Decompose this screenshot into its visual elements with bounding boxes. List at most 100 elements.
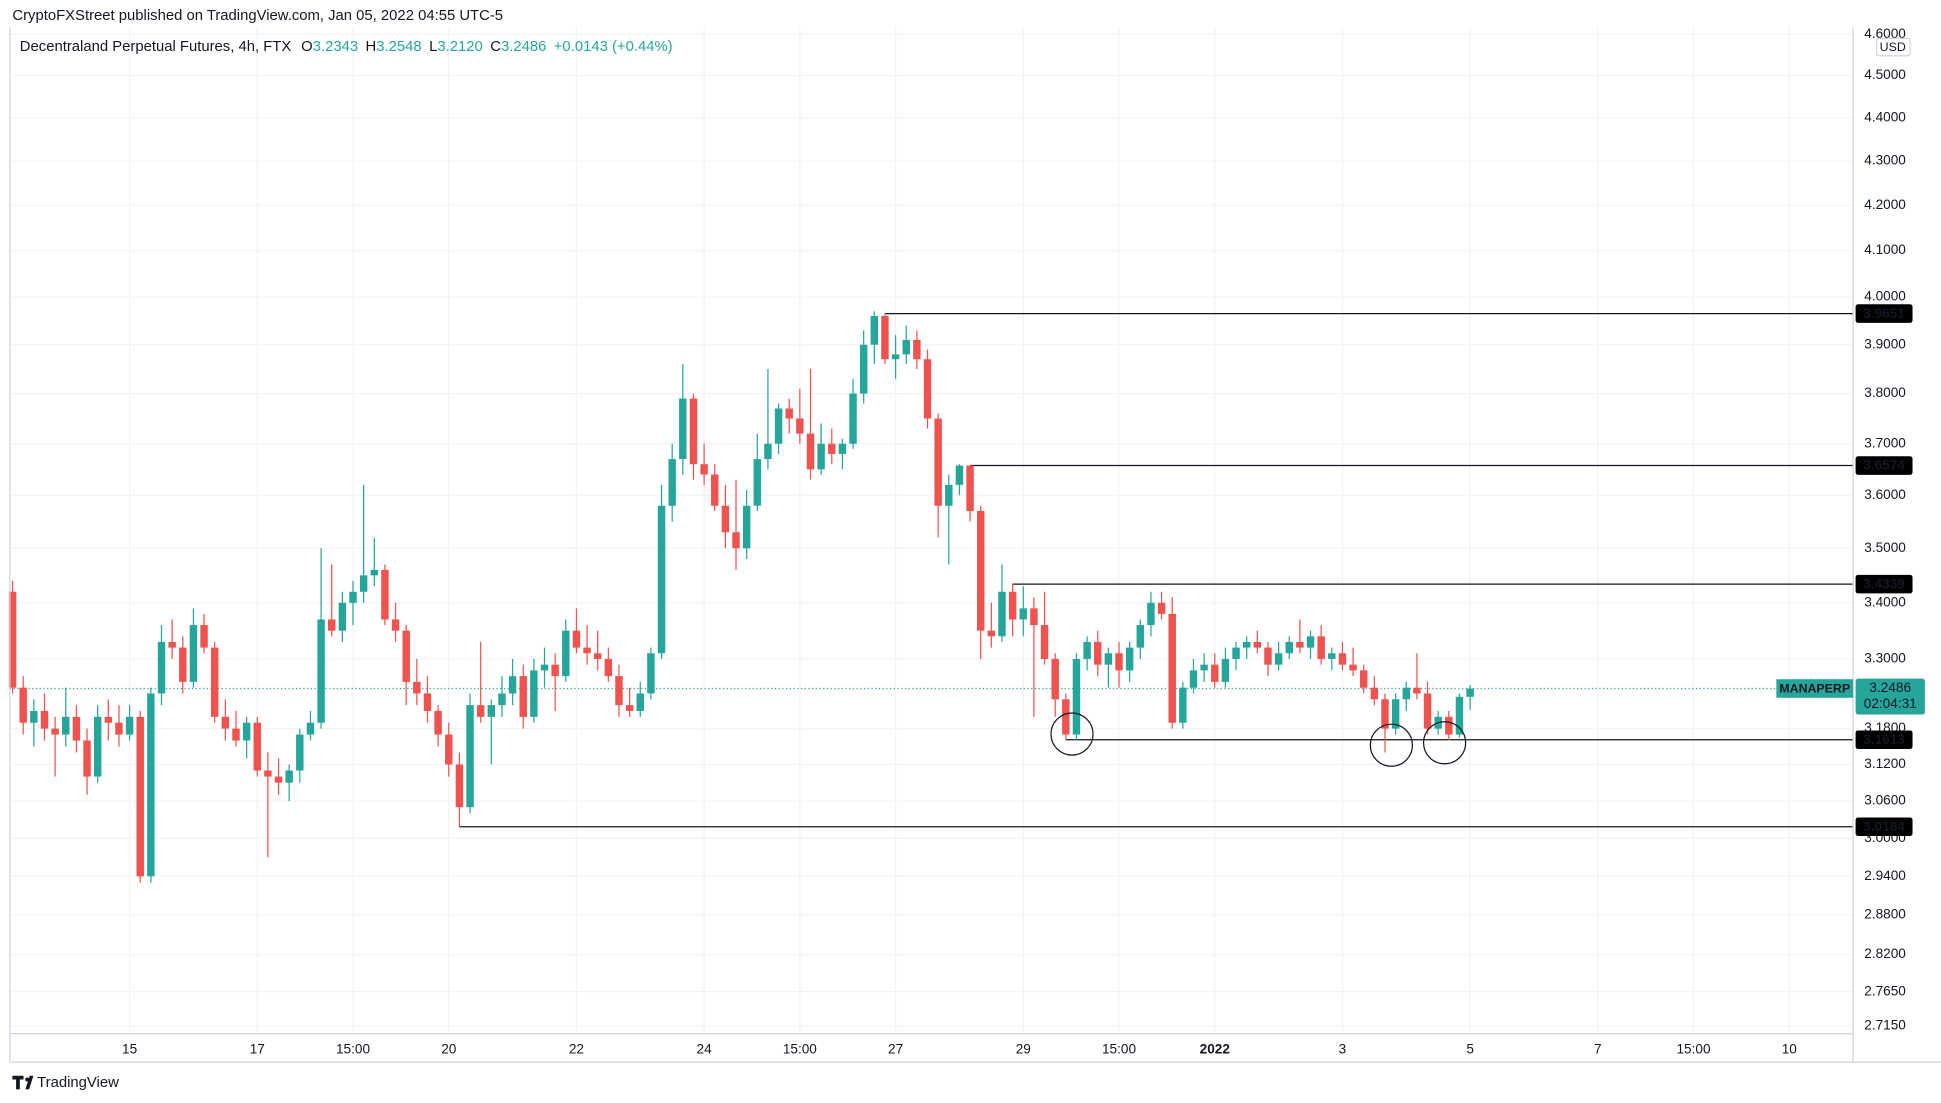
brand-icon xyxy=(25,1075,34,1090)
candle-body xyxy=(455,764,464,808)
candle-body xyxy=(540,664,549,671)
candle-body xyxy=(338,602,347,631)
candle-body xyxy=(1232,647,1240,659)
x-tick-label: 15:00 xyxy=(783,1041,817,1056)
candle-body xyxy=(519,676,527,717)
y-tick-label: 3.7000 xyxy=(1864,435,1906,450)
candle-body xyxy=(93,716,102,777)
candle-body xyxy=(806,433,815,470)
candle-body xyxy=(838,443,847,454)
candle-body xyxy=(689,398,698,465)
legend-value: 3.2343 xyxy=(313,39,358,55)
candle-body xyxy=(817,443,825,470)
legend-value: 3.2120 xyxy=(437,39,482,55)
axes: 2.71502.76502.82002.88002.94003.00003.06… xyxy=(122,26,1906,1057)
candle-body xyxy=(1200,664,1208,671)
legend-value: 3.2548 xyxy=(376,39,421,55)
circle-annotation xyxy=(1369,723,1414,767)
circle-annotation xyxy=(1422,721,1467,765)
candle-body xyxy=(8,591,17,688)
candle-body xyxy=(445,734,453,765)
candle-body xyxy=(40,710,49,729)
x-tick-label: 3 xyxy=(1339,1041,1347,1056)
legend-key: L xyxy=(429,39,437,55)
candle-body xyxy=(1445,716,1453,735)
candle-body xyxy=(945,484,953,506)
candle-body xyxy=(1008,591,1017,620)
candle-body xyxy=(328,619,336,631)
candle-body xyxy=(976,511,985,631)
candle-body xyxy=(966,465,974,512)
legend-change: +0.0143 (+0.44%) xyxy=(554,39,673,55)
x-tick-label: 7 xyxy=(1594,1041,1602,1056)
y-tick-label: 3.4000 xyxy=(1864,594,1906,609)
candle-body xyxy=(902,339,910,355)
y-tick-label: 3.3000 xyxy=(1864,651,1906,666)
y-tick-label: 3.0600 xyxy=(1864,793,1906,808)
candle-body xyxy=(1157,602,1166,614)
candle-body xyxy=(551,664,559,677)
candle-body xyxy=(1030,608,1038,626)
level-label-box xyxy=(1855,456,1913,475)
y-tick-label: 4.5000 xyxy=(1864,67,1906,82)
candle-body xyxy=(1221,658,1230,682)
candle-body xyxy=(657,505,666,654)
levels xyxy=(9,312,1854,828)
candle-body xyxy=(721,505,730,533)
level-label: 3.6574 xyxy=(1863,458,1905,473)
candle-body xyxy=(1349,664,1357,671)
candle-body xyxy=(1051,658,1059,700)
candle-body xyxy=(923,359,932,419)
candle-body xyxy=(125,716,134,735)
y-tick-label: 2.9400 xyxy=(1864,868,1906,883)
candle-body xyxy=(434,710,442,735)
price-box xyxy=(1855,678,1925,715)
candle-body xyxy=(1072,658,1081,735)
y-tick-label: 3.1200 xyxy=(1864,756,1906,771)
currency-box xyxy=(1876,37,1911,57)
candle-body xyxy=(242,722,251,741)
candle-body xyxy=(232,728,240,741)
annotation-circles xyxy=(1050,712,1467,767)
candle-body xyxy=(1083,641,1091,659)
level-label-box xyxy=(1855,730,1913,750)
candle-body xyxy=(742,505,751,549)
candle-body xyxy=(572,630,581,648)
candle-body xyxy=(1125,647,1134,671)
candle-body xyxy=(136,716,144,877)
candle-body xyxy=(423,693,432,711)
x-tick-label: 29 xyxy=(1016,1041,1031,1056)
candle-body xyxy=(1062,699,1070,735)
candle-body xyxy=(62,716,70,735)
candle-body xyxy=(668,459,676,506)
candle-body xyxy=(1359,670,1368,688)
x-tick-label: 27 xyxy=(888,1041,903,1056)
candle-body xyxy=(370,569,379,576)
candle-body xyxy=(530,670,538,717)
brand-logo xyxy=(12,1075,34,1090)
candle-body xyxy=(583,647,591,654)
candle-body xyxy=(955,465,964,485)
candle-body xyxy=(264,770,272,777)
candle-body xyxy=(913,339,921,360)
y-tick-label: 3.8000 xyxy=(1864,385,1906,400)
x-tick-label: 15:00 xyxy=(1102,1041,1136,1056)
candle-body xyxy=(1381,699,1389,729)
legend-key: C xyxy=(490,39,501,55)
candle-body xyxy=(1040,625,1049,659)
candle-body xyxy=(1455,696,1464,735)
level-label-box xyxy=(1855,817,1913,837)
candle-body xyxy=(1115,653,1123,671)
circle-annotation xyxy=(1050,712,1094,756)
candle-body xyxy=(359,575,368,592)
candle-body xyxy=(934,418,942,506)
candle-body xyxy=(51,728,59,735)
countdown-label: 02:04:31 xyxy=(1864,696,1917,711)
candle-body xyxy=(157,641,166,694)
brand: TradingView xyxy=(37,1075,119,1091)
brand-icon xyxy=(12,1075,24,1090)
x-tick-label: 15:00 xyxy=(336,1041,370,1056)
